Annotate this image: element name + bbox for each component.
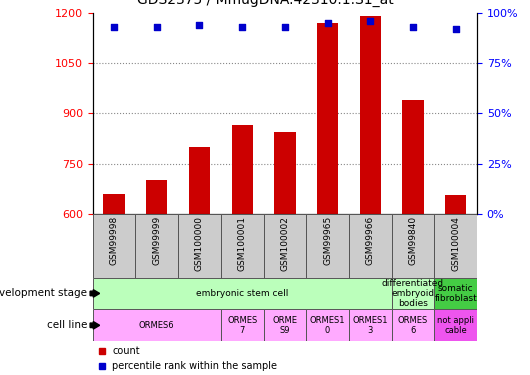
Bar [146,180,167,214]
Bar [306,214,349,278]
Point [452,26,460,32]
Bar [349,309,392,341]
Text: development stage: development stage [0,288,87,298]
Text: cell line: cell line [47,320,87,330]
Text: GSM99966: GSM99966 [366,216,375,265]
Legend: count, percentile rank within the sample: count, percentile rank within the sample [98,346,277,371]
Bar [189,147,210,214]
Point [153,24,161,30]
Bar [103,194,125,214]
Bar [434,278,477,309]
Bar [306,309,349,341]
Text: GSM100000: GSM100000 [195,216,204,271]
Bar [178,214,221,278]
Bar [221,309,263,341]
Bar [434,214,477,278]
Text: GSM99999: GSM99999 [152,216,161,265]
Point [110,24,118,30]
Point [409,24,417,30]
Text: ORMES
7: ORMES 7 [227,316,257,335]
Text: GSM100004: GSM100004 [451,216,460,270]
Bar [359,16,381,214]
Bar [93,309,221,341]
Text: ORMES6: ORMES6 [139,321,174,330]
Text: GSM99840: GSM99840 [409,216,418,265]
Bar [392,278,434,309]
Point [323,20,332,26]
Bar [434,309,477,341]
Point [366,18,375,24]
Text: ORMES
6: ORMES 6 [398,316,428,335]
Bar [232,125,253,214]
Bar [221,214,263,278]
Text: differentiated
embryoid
bodies: differentiated embryoid bodies [382,279,444,308]
Point [238,24,246,30]
Text: GSM100002: GSM100002 [280,216,289,270]
Text: GSM99965: GSM99965 [323,216,332,265]
Bar [136,214,178,278]
Text: GSM100001: GSM100001 [237,216,246,271]
Bar [263,309,306,341]
Bar [392,214,434,278]
Text: GDS2375 / MmugDNA.42310.1.S1_at: GDS2375 / MmugDNA.42310.1.S1_at [137,0,393,8]
Bar [445,195,466,214]
Text: not appli
cable: not appli cable [437,316,474,335]
Text: ORMES1
0: ORMES1 0 [310,316,346,335]
Bar [392,309,434,341]
Text: GSM99998: GSM99998 [110,216,119,265]
Bar [93,214,136,278]
Point [195,22,204,28]
Text: embryonic stem cell: embryonic stem cell [196,289,288,298]
Text: ORMES1
3: ORMES1 3 [352,316,388,335]
Bar [274,132,296,214]
Bar [317,23,338,214]
Bar [402,100,423,214]
Point [281,24,289,30]
Text: ORME
S9: ORME S9 [272,316,297,335]
Text: somatic
fibroblast: somatic fibroblast [434,284,477,303]
Bar [93,278,392,309]
Bar [263,214,306,278]
Bar [349,214,392,278]
